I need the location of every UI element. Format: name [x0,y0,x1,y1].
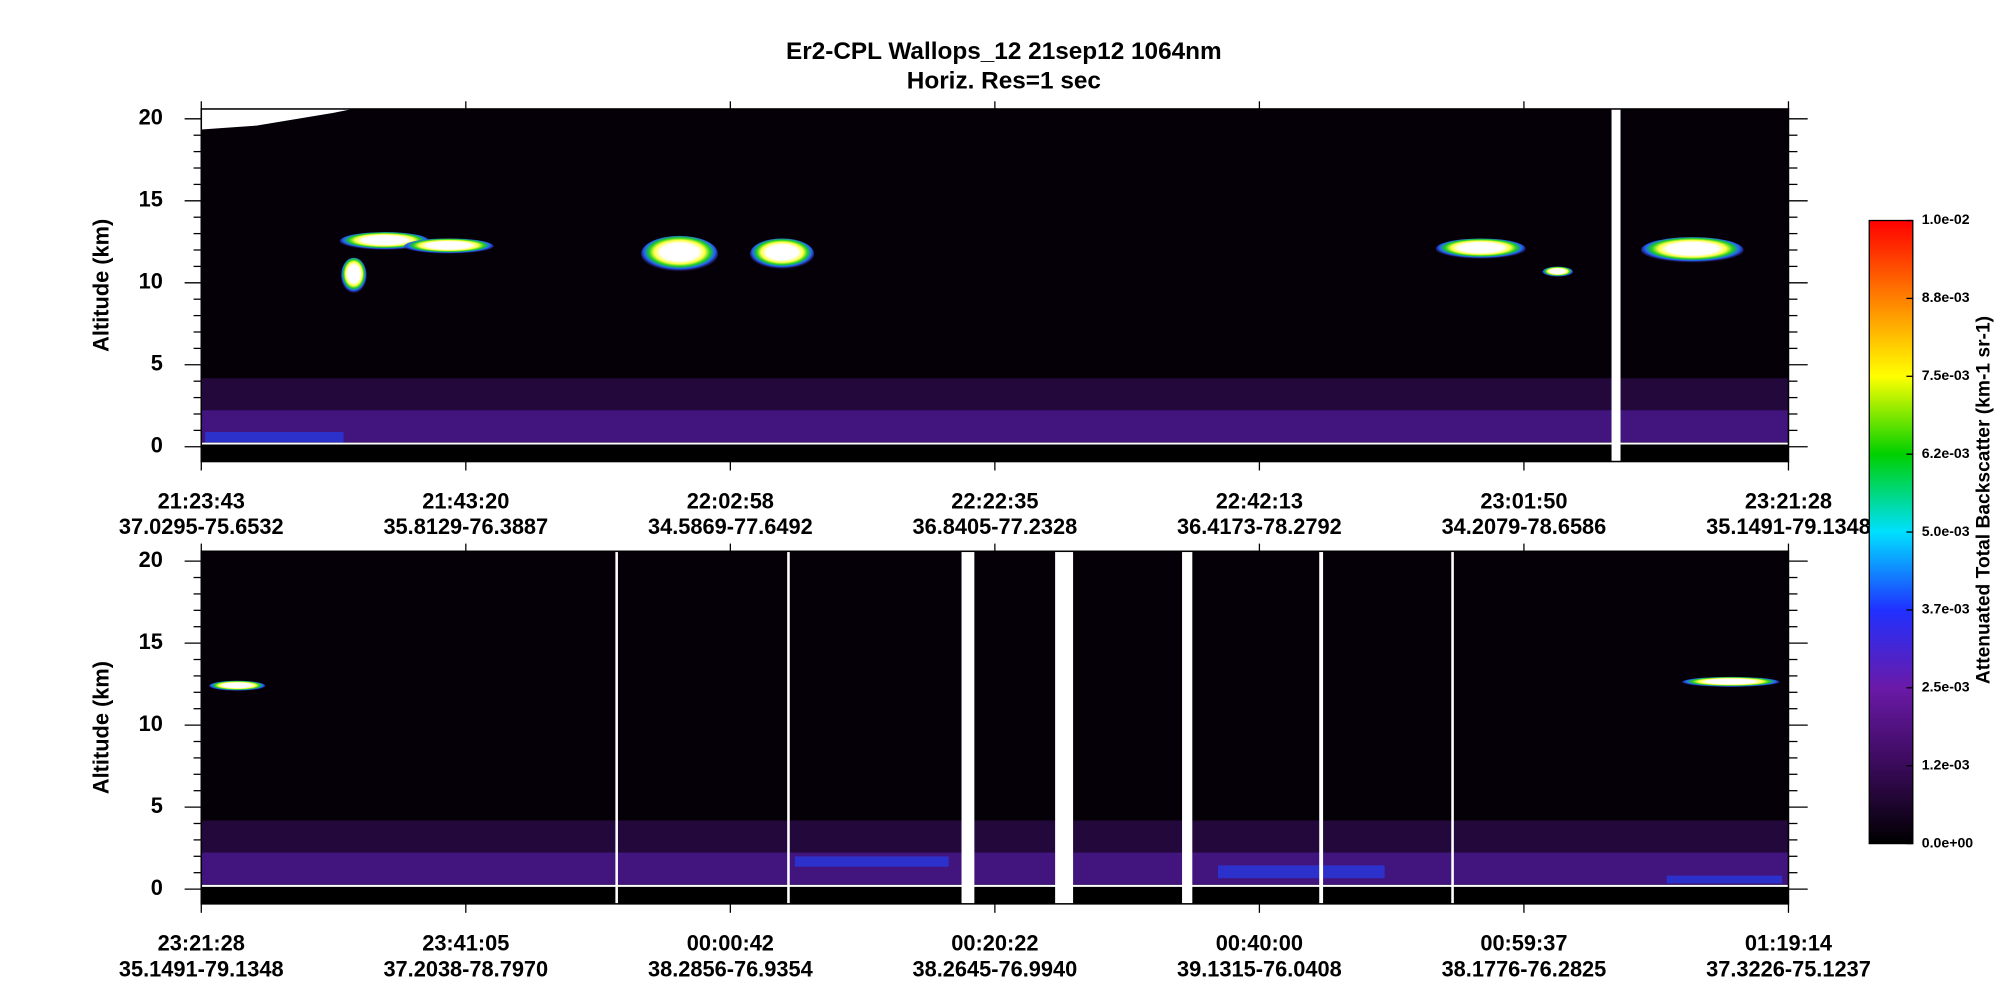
chart-subtitle: Horiz. Res=1 sec [907,67,1101,94]
colorbar-tick-label: 7.5e-03 [1922,367,1970,383]
x-tick-label: 00:40:00 [1216,931,1303,956]
x-location-label: 37.3226-75.1237 [1706,956,1871,981]
x-location-label: 35.8129-76.3887 [383,514,548,539]
x-location-label: 38.1776-76.2825 [1442,956,1607,981]
cloud [641,235,718,272]
data-gap [787,551,790,904]
subsurface [201,444,1789,462]
x-tick-label: 23:21:28 [1745,488,1832,513]
x-tick-label: 23:21:28 [158,931,245,956]
colorbar-tick-label: 5.0e-03 [1922,523,1970,539]
plot-area [201,108,1789,462]
cloud [341,257,367,294]
x-tick-label: 01:19:14 [1745,931,1832,956]
colorbar-tick-label: 1.2e-03 [1922,756,1970,772]
cloud [1435,238,1526,259]
data-gap [961,551,975,904]
cloud [1682,676,1780,688]
colorbar [1868,219,1914,845]
y-tick-label: 20 [139,547,163,572]
dense-aerosol [205,432,344,443]
x-tick-label: 00:00:42 [687,931,774,956]
x-location-label: 38.2645-76.9940 [913,956,1078,981]
y-tick-label: 5 [151,793,163,818]
plot-area [201,551,1789,904]
data-gap [1182,551,1193,904]
y-tick-label: 5 [151,351,163,376]
x-tick-label: 22:02:58 [687,488,774,513]
dense-aerosol [1217,865,1385,879]
y-tick-label: 20 [139,105,163,130]
x-tick-label: 23:01:50 [1480,488,1567,513]
colorbar-label: Attenuated Total Backscatter (km-1 sr-1) [1974,316,1995,684]
cloud [403,238,494,254]
data-gap [1055,551,1074,904]
x-location-label: 36.8405-77.2328 [913,514,1078,539]
data-gap [1611,108,1621,462]
x-tick-label: 21:43:20 [422,488,509,513]
y-tick-label: 10 [139,711,163,736]
x-location-label: 34.5869-77.6492 [648,514,813,539]
cloud [208,680,266,692]
subsurface [201,887,1789,904]
cloud [750,238,815,270]
x-location-label: 39.1315-76.0408 [1177,956,1342,981]
x-location-label: 36.4173-78.2792 [1177,514,1342,539]
cloud [1641,237,1744,263]
x-location-label: 35.1491-79.1348 [119,956,284,981]
y-axis-label: Altitude (km) [88,661,113,794]
y-axis-label: Altitude (km) [88,219,113,352]
colorbar-tick-label: 6.2e-03 [1922,445,1970,461]
x-tick-label: 00:20:22 [951,931,1038,956]
x-location-label: 34.2079-78.6586 [1442,514,1607,539]
x-tick-label: 00:59:37 [1480,931,1567,956]
boundary-layer [201,852,1789,885]
boundary-layer [201,410,1789,443]
x-tick-label: 21:23:43 [158,488,245,513]
y-tick-label: 15 [139,629,163,654]
colorbar-tick-label: 8.8e-03 [1922,289,1970,305]
colorbar-tick-label: 2.5e-03 [1922,679,1970,695]
dense-aerosol [794,856,949,867]
y-tick-label: 15 [139,187,163,212]
y-tick-label: 0 [151,433,163,458]
data-gap [1451,551,1454,904]
data-gap [615,551,618,904]
above-aircraft [201,108,353,130]
x-tick-label: 22:42:13 [1216,488,1303,513]
colorbar-tick-label: 1.0e-02 [1922,211,1970,227]
x-location-label: 35.1491-79.1348 [1706,514,1871,539]
y-tick-label: 10 [139,269,163,294]
x-location-label: 38.2856-76.9354 [648,956,813,981]
x-location-label: 37.2038-78.7970 [383,956,548,981]
x-location-label: 37.0295-75.6532 [119,514,284,539]
y-tick-label: 0 [151,875,163,900]
cloud [1542,266,1574,277]
x-tick-label: 23:41:05 [422,931,509,956]
chart-title: Er2-CPL Wallops_12 21sep12 1064nm [786,38,1222,65]
colorbar-tick-label: 0.0e+00 [1922,834,1973,850]
data-gap [1319,551,1324,904]
dense-aerosol [1666,875,1783,884]
x-tick-label: 22:22:35 [951,488,1038,513]
colorbar-tick-label: 3.7e-03 [1922,601,1970,617]
